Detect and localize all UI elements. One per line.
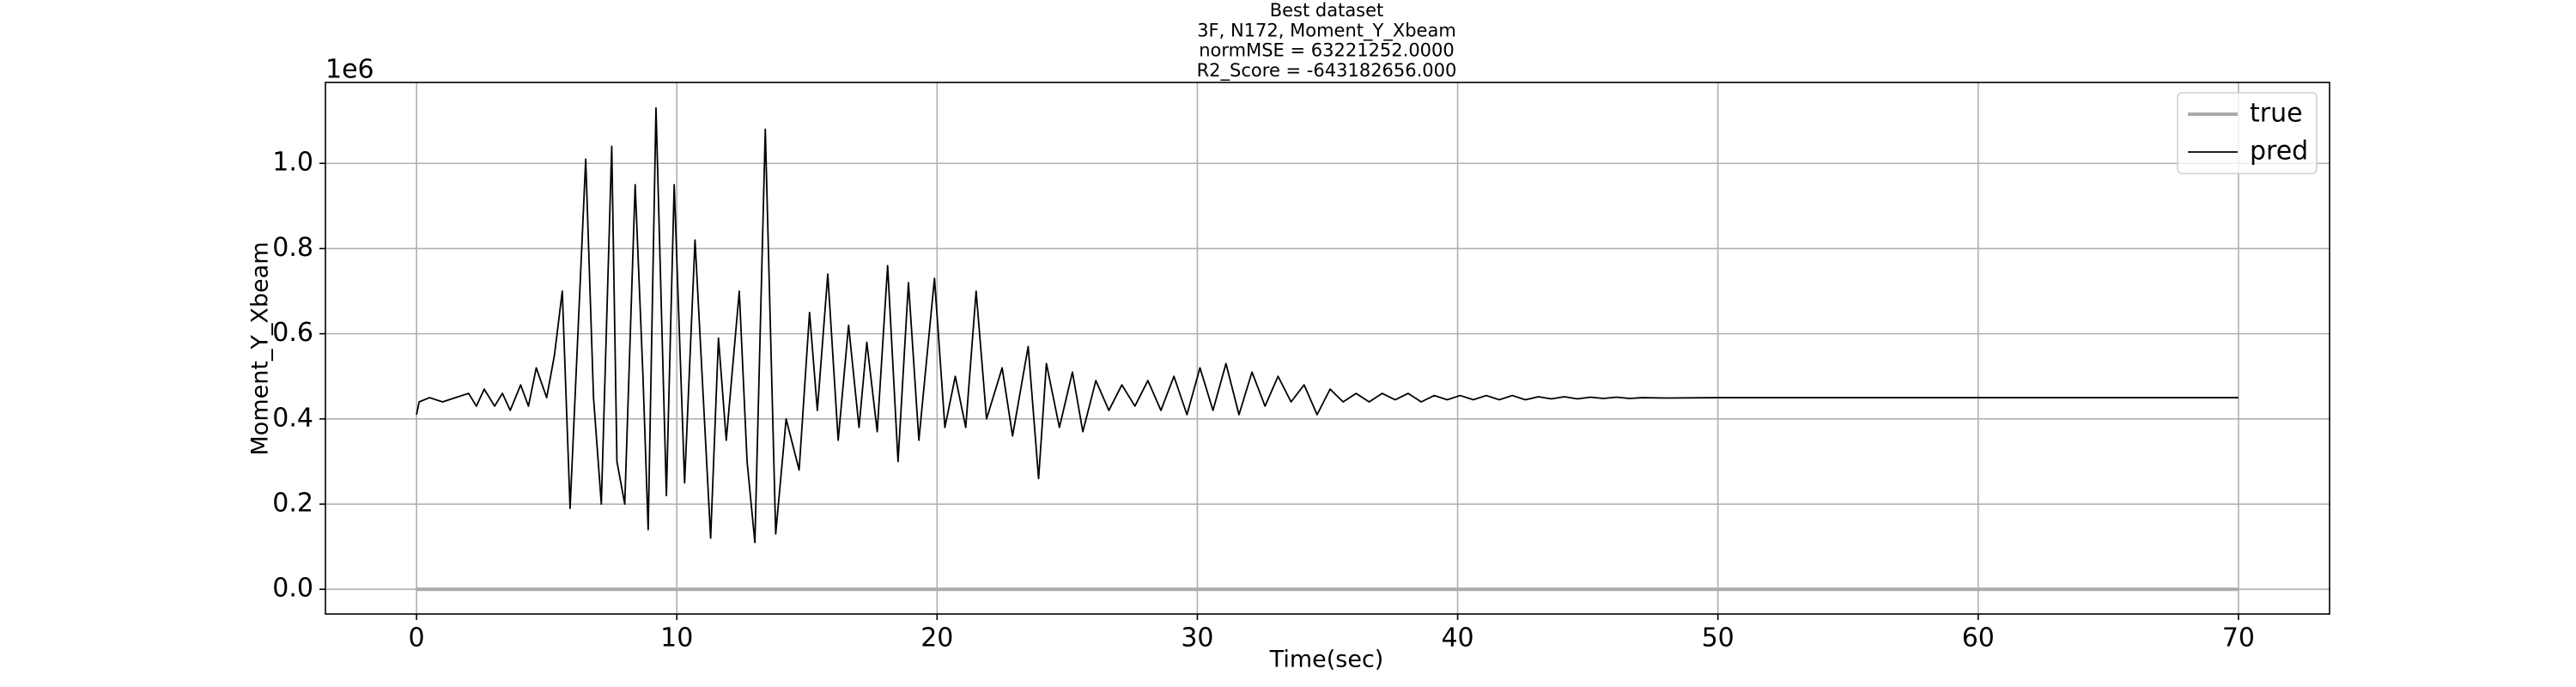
y-tick-label: 0.0: [272, 574, 313, 604]
y-tick-label: 0.6: [272, 318, 313, 348]
y-tick-label: 0.4: [272, 403, 313, 433]
legend-label: pred: [2250, 137, 2308, 167]
chart-title: 3F, N172, Moment_Y_Xbeam: [1197, 20, 1456, 41]
x-axis-label: Time(sec): [1269, 647, 1384, 673]
chart-title: normMSE = 63221252.0000: [1199, 40, 1455, 61]
y-tick-label: 0.8: [272, 233, 313, 263]
x-tick-label: 20: [920, 623, 953, 654]
y-tick-label: 0.2: [272, 489, 313, 519]
y-tick-label: 1.0: [272, 148, 313, 178]
series-line: [416, 106, 2239, 544]
plot-frame: [325, 82, 2330, 615]
x-tick-label: 60: [1962, 623, 1995, 654]
x-tick-label: 40: [1441, 623, 1473, 654]
chart-title: R2_Score = -643182656.000: [1197, 60, 1457, 82]
x-tick-label: 0: [409, 623, 425, 654]
x-tick-label: 70: [2222, 623, 2255, 654]
x-tick-label: 10: [660, 623, 693, 654]
chart-title: Best dataset: [1270, 0, 1384, 21]
y-axis-label: Moment_Y_Xbeam: [247, 241, 274, 455]
y-offset-label: 1e6: [325, 55, 374, 85]
x-tick-label: 50: [1702, 623, 1735, 654]
x-tick-label: 30: [1181, 623, 1213, 654]
legend-label: true: [2250, 99, 2303, 129]
